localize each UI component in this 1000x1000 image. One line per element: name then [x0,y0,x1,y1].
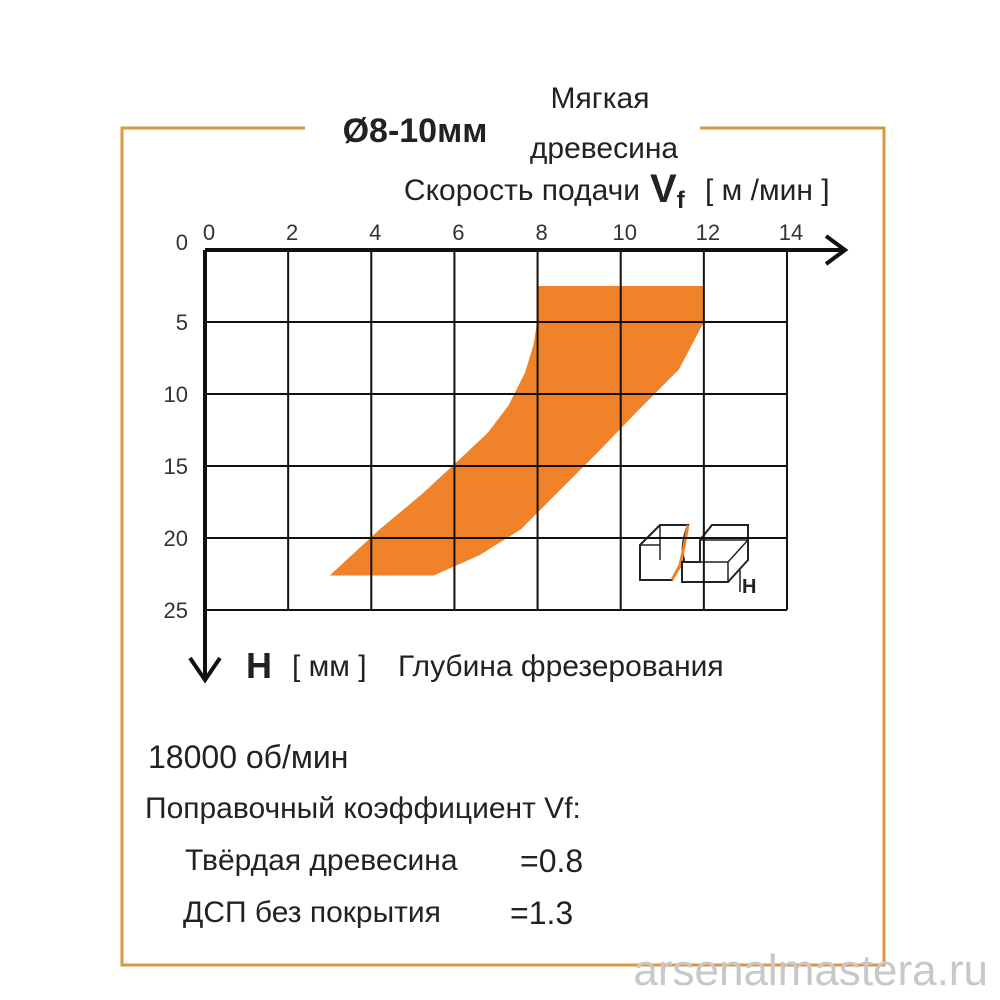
x-tick-label: 2 [286,220,298,245]
y-axis [188,250,222,684]
y-tick-label: 20 [164,526,188,551]
x-tick-label: 8 [535,220,547,245]
icon-label: H [742,576,756,598]
x-tick-label: 0 [203,220,215,245]
y-tick-label: 25 [164,598,188,623]
correction-title: Поправочный коэффициент Vf: [145,792,581,825]
symbol-sub: f [677,187,686,214]
x-axis-symbol: Vf [650,167,686,214]
factor: =1.3 [510,895,573,931]
profile-icon: H [639,524,756,598]
x-axis [205,234,849,266]
x-tick-label: 12 [696,220,720,245]
symbol-main: V [650,167,677,211]
y-axis-symbol: H [246,645,272,686]
y-tick-label: 15 [164,454,188,479]
frame [120,126,886,967]
x-tick-label: 6 [452,220,464,245]
factor: =0.8 [520,843,583,879]
material: ДСП без покрытия [183,896,441,929]
subtitle: древесина [530,132,678,165]
x-tick-label: 10 [612,220,636,245]
speed: 18000 об/мин [148,739,348,775]
watermark: arsenalmastera.ru [633,946,988,995]
y-tick-label: 0 [176,230,188,255]
feed-region [329,286,704,576]
y-axis-label: Глубина фрезерования [398,650,724,683]
chart-title: Ø8-10мм [343,112,488,150]
y-tick-label: 5 [176,310,188,335]
x-tick-label: 4 [369,220,381,245]
y-axis-unit: [ мм ] [292,650,367,683]
subtitle: Мягкая [551,82,650,115]
material: Твёрдая древесина [185,844,458,877]
x-axis-label: Скорость подачи [404,174,640,207]
x-tick-label: 14 [779,220,803,245]
x-axis-unit: [ м /мин ] [705,174,830,207]
y-tick-label: 10 [164,382,188,407]
